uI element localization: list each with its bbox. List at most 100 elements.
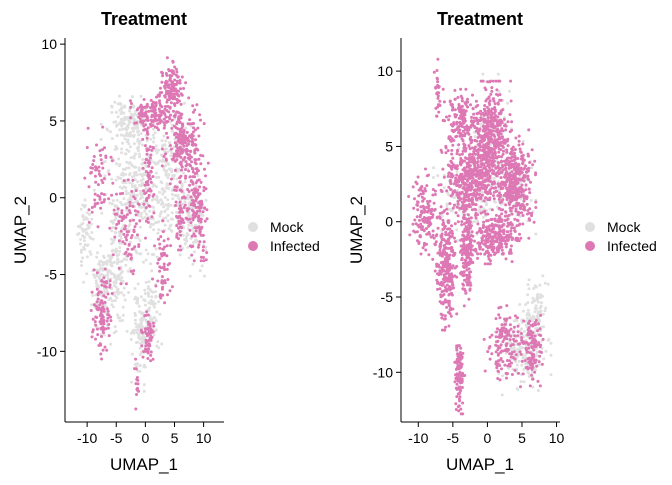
data-point [120,148,123,151]
data-point [136,341,139,344]
data-point [154,163,157,166]
data-point [187,224,190,227]
data-point [446,271,449,274]
data-point [155,345,158,348]
data-point [170,217,173,220]
data-point [183,206,186,209]
data-point [205,208,208,211]
data-point [108,227,111,230]
data-point [161,160,164,163]
data-point [449,236,452,239]
data-point [162,266,165,269]
data-point [144,336,147,339]
data-point [158,243,161,246]
data-point [439,251,442,254]
data-point [450,272,453,275]
data-point [165,92,168,95]
data-point [107,323,110,326]
data-point [120,212,123,215]
data-point [470,160,473,163]
data-point [508,90,511,93]
data-point [161,148,164,151]
y-tick-label: -5 [45,267,58,283]
data-point [93,189,96,192]
data-point [144,123,147,126]
data-point [102,264,105,267]
data-point [499,110,502,113]
data-point [99,244,102,247]
data-point [509,190,512,193]
data-point [163,168,166,171]
data-point [112,222,115,225]
data-point [462,181,465,184]
data-point [203,207,206,210]
data-point [494,236,497,239]
data-point [487,108,490,111]
data-point [538,363,541,366]
data-point [80,260,83,263]
data-point [152,146,155,149]
data-point [505,187,508,190]
data-point [170,101,173,104]
data-point [443,227,446,230]
data-point [461,234,464,237]
data-point [88,208,91,211]
data-point [520,364,523,367]
data-point [109,343,112,346]
data-point [124,299,127,302]
data-point [110,242,113,245]
data-point [482,180,485,183]
data-point [521,346,524,349]
data-point [150,110,153,113]
data-point [538,319,541,322]
legend-label-mock: Mock [270,219,304,235]
data-point [128,173,131,176]
data-point [86,146,89,149]
data-point [189,244,192,247]
data-point [96,271,99,274]
data-point [496,194,499,197]
data-point [140,212,143,215]
data-point [113,236,116,239]
data-point [484,88,487,91]
data-point [188,156,191,159]
data-point [496,115,499,118]
data-point [179,129,182,132]
data-point [528,314,531,317]
data-point [485,125,488,128]
data-point [497,103,500,106]
data-point [460,191,463,194]
data-point [536,316,539,319]
data-point [520,211,523,214]
data-point [493,126,496,129]
data-point [138,305,141,308]
data-point [102,255,105,258]
data-point [172,61,175,64]
data-point [146,340,149,343]
data-point [447,247,450,250]
data-point [165,174,168,177]
data-point [118,177,121,180]
data-point [131,185,134,188]
data-point [480,212,483,215]
data-point [175,194,178,197]
data-point [152,358,155,361]
data-point [188,256,191,259]
data-point [165,132,168,135]
data-point [151,278,154,281]
data-point [119,278,122,281]
data-point [164,115,167,118]
data-point [191,181,194,184]
data-point [191,167,194,170]
data-point [509,113,512,116]
data-point [110,111,113,114]
data-point [527,128,530,131]
data-point [195,162,198,165]
data-point [518,360,521,363]
data-point [473,147,476,150]
y-axis-label: UMAP_2 [11,196,30,264]
data-point [486,147,489,150]
data-point [195,229,198,232]
data-point [527,237,530,240]
data-point [117,207,120,210]
